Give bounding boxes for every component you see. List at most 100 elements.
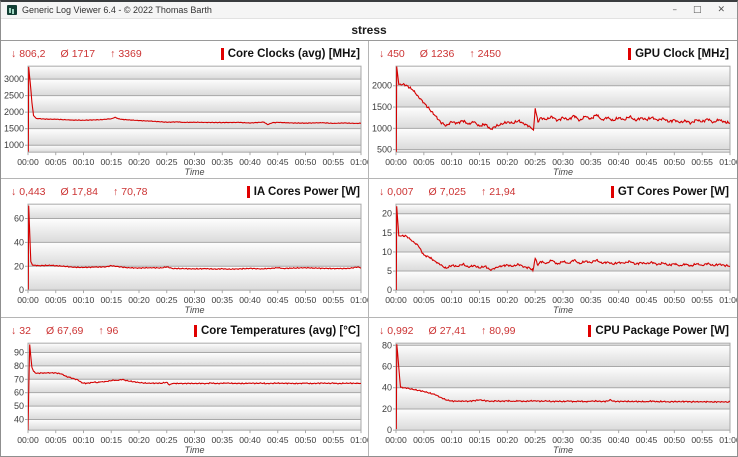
stat-avg-value: 17,84 bbox=[72, 186, 98, 198]
chart-legend: Core Temperatures (avg) [°C] bbox=[194, 325, 360, 337]
svg-text:00:00: 00:00 bbox=[385, 157, 407, 167]
stat-min-value: 0,007 bbox=[387, 186, 413, 198]
stat-max-value: 2450 bbox=[478, 48, 501, 60]
page-title: stress bbox=[351, 23, 386, 37]
chart-plot-cpu-package-power[interactable]: 02040608000:0000:0500:1000:1500:2000:250… bbox=[369, 341, 737, 456]
chart-plot-ia-cores-power[interactable]: 020406000:0000:0500:1000:1500:2000:2500:… bbox=[1, 202, 368, 316]
minimize-button[interactable]: – bbox=[672, 2, 677, 18]
stat-max-value: 70,78 bbox=[121, 186, 147, 198]
max-arrow-icon: ↑ bbox=[469, 48, 474, 60]
max-arrow-icon: ↑ bbox=[113, 186, 118, 198]
svg-text:0: 0 bbox=[387, 425, 392, 435]
svg-text:00:10: 00:10 bbox=[73, 157, 95, 167]
max-arrow-icon: ↑ bbox=[98, 325, 103, 337]
svg-text:00:35: 00:35 bbox=[211, 157, 233, 167]
close-button[interactable]: ✕ bbox=[717, 2, 725, 18]
stat-avg-value: 7,025 bbox=[440, 186, 466, 198]
svg-text:00:00: 00:00 bbox=[17, 295, 39, 305]
svg-text:01:00: 01:00 bbox=[719, 295, 737, 305]
legend-color-bar bbox=[221, 48, 224, 60]
panel-gpu-clock: ↓450 Ø1236 ↑2450 GPU Clock [MHz] 5001000… bbox=[369, 41, 737, 179]
stat-min: ↓32 bbox=[11, 325, 31, 337]
svg-text:00:40: 00:40 bbox=[608, 435, 630, 445]
chart-plot-core-clocks[interactable]: 1000150020002500300000:0000:0500:1000:15… bbox=[1, 64, 368, 178]
svg-text:00:20: 00:20 bbox=[128, 435, 150, 445]
chart-plot-gt-cores-power[interactable]: 0510152000:0000:0500:1000:1500:2000:2500… bbox=[369, 202, 737, 316]
svg-text:Time: Time bbox=[185, 305, 205, 315]
svg-text:80: 80 bbox=[382, 341, 392, 350]
svg-text:01:00: 01:00 bbox=[350, 295, 368, 305]
stat-min-value: 450 bbox=[387, 48, 405, 60]
svg-text:3000: 3000 bbox=[4, 74, 24, 84]
chart-legend: GT Cores Power [W] bbox=[611, 186, 729, 198]
svg-text:40: 40 bbox=[14, 414, 24, 424]
svg-text:00:25: 00:25 bbox=[524, 295, 546, 305]
chart-stats: ↓806,2 Ø1717 ↑3369 bbox=[11, 48, 142, 60]
svg-text:40: 40 bbox=[382, 382, 392, 392]
svg-text:00:50: 00:50 bbox=[664, 295, 686, 305]
svg-text:00:40: 00:40 bbox=[239, 157, 261, 167]
titlebar[interactable]: Generic Log Viewer 6.4 - © 2022 Thomas B… bbox=[1, 2, 737, 19]
svg-text:00:40: 00:40 bbox=[239, 295, 261, 305]
min-arrow-icon: ↓ bbox=[11, 48, 16, 60]
chart-plot-core-temperatures[interactable]: 40506070809000:0000:0500:1000:1500:2000:… bbox=[1, 341, 368, 456]
svg-text:60: 60 bbox=[14, 387, 24, 397]
min-arrow-icon: ↓ bbox=[379, 186, 384, 198]
svg-text:00:20: 00:20 bbox=[128, 295, 150, 305]
svg-text:00:05: 00:05 bbox=[413, 435, 435, 445]
svg-text:00:30: 00:30 bbox=[552, 435, 574, 445]
svg-text:00:35: 00:35 bbox=[580, 435, 602, 445]
svg-text:00:00: 00:00 bbox=[385, 435, 407, 445]
panel-header: ↓32 Ø67,69 ↑ 96 Core Temperatures (avg) [… bbox=[1, 318, 368, 341]
svg-text:00:55: 00:55 bbox=[691, 295, 713, 305]
svg-text:00:15: 00:15 bbox=[100, 295, 122, 305]
panel-core-temperatures: ↓32 Ø67,69 ↑ 96 Core Temperatures (avg) [… bbox=[1, 318, 369, 456]
stat-max: ↑80,99 bbox=[481, 325, 516, 337]
svg-text:01:00: 01:00 bbox=[719, 157, 737, 167]
svg-text:00:40: 00:40 bbox=[239, 435, 261, 445]
maximize-button[interactable]: □ bbox=[693, 2, 702, 18]
svg-text:1000: 1000 bbox=[4, 140, 24, 150]
stat-avg: Ø17,84 bbox=[61, 186, 98, 198]
stat-max: ↑21,94 bbox=[481, 186, 516, 198]
svg-text:00:00: 00:00 bbox=[385, 295, 407, 305]
svg-text:20: 20 bbox=[14, 262, 24, 272]
svg-text:Time: Time bbox=[185, 445, 205, 455]
svg-text:00:15: 00:15 bbox=[100, 157, 122, 167]
chart-legend: GPU Clock [MHz] bbox=[628, 48, 729, 60]
panel-header: ↓0,443 Ø17,84 ↑70,78 IA Cores Power [W] bbox=[1, 179, 368, 202]
svg-text:0: 0 bbox=[387, 285, 392, 295]
stat-avg: Ø1717 bbox=[61, 48, 96, 60]
stat-avg: Ø67,69 bbox=[46, 325, 83, 337]
svg-text:00:50: 00:50 bbox=[664, 435, 686, 445]
chart-plot-gpu-clock[interactable]: 50010001500200000:0000:0500:1000:1500:20… bbox=[369, 64, 737, 178]
chart-title: GPU Clock [MHz] bbox=[635, 48, 729, 60]
panel-header: ↓806,2 Ø1717 ↑3369 Core Clocks (avg) [MH… bbox=[1, 41, 368, 64]
svg-text:00:25: 00:25 bbox=[524, 435, 546, 445]
chart-title: CPU Package Power [W] bbox=[595, 325, 729, 337]
svg-text:00:25: 00:25 bbox=[156, 435, 178, 445]
stat-max: ↑ 96 bbox=[98, 325, 118, 337]
panel-header: ↓0,007 Ø7,025 ↑21,94 GT Cores Power [W] bbox=[369, 179, 737, 202]
svg-text:00:05: 00:05 bbox=[45, 157, 67, 167]
panel-core-clocks: ↓806,2 Ø1717 ↑3369 Core Clocks (avg) [MH… bbox=[1, 41, 369, 179]
svg-text:00:15: 00:15 bbox=[469, 295, 491, 305]
stat-max-value: 96 bbox=[107, 325, 119, 337]
svg-text:00:45: 00:45 bbox=[267, 295, 289, 305]
app-window: Generic Log Viewer 6.4 - © 2022 Thomas B… bbox=[0, 0, 738, 457]
svg-text:00:15: 00:15 bbox=[469, 435, 491, 445]
svg-text:00:25: 00:25 bbox=[156, 295, 178, 305]
svg-text:60: 60 bbox=[382, 361, 392, 371]
svg-text:2000: 2000 bbox=[4, 107, 24, 117]
svg-text:00:00: 00:00 bbox=[17, 157, 39, 167]
stat-min: ↓0,007 bbox=[379, 186, 414, 198]
avg-icon: Ø bbox=[61, 186, 69, 198]
stat-max: ↑70,78 bbox=[113, 186, 148, 198]
svg-text:20: 20 bbox=[382, 209, 392, 219]
svg-text:00:50: 00:50 bbox=[295, 157, 317, 167]
chart-legend: Core Clocks (avg) [MHz] bbox=[221, 48, 360, 60]
svg-text:0: 0 bbox=[19, 285, 24, 295]
svg-text:00:40: 00:40 bbox=[608, 157, 630, 167]
svg-text:00:35: 00:35 bbox=[211, 435, 233, 445]
avg-icon: Ø bbox=[61, 48, 69, 60]
